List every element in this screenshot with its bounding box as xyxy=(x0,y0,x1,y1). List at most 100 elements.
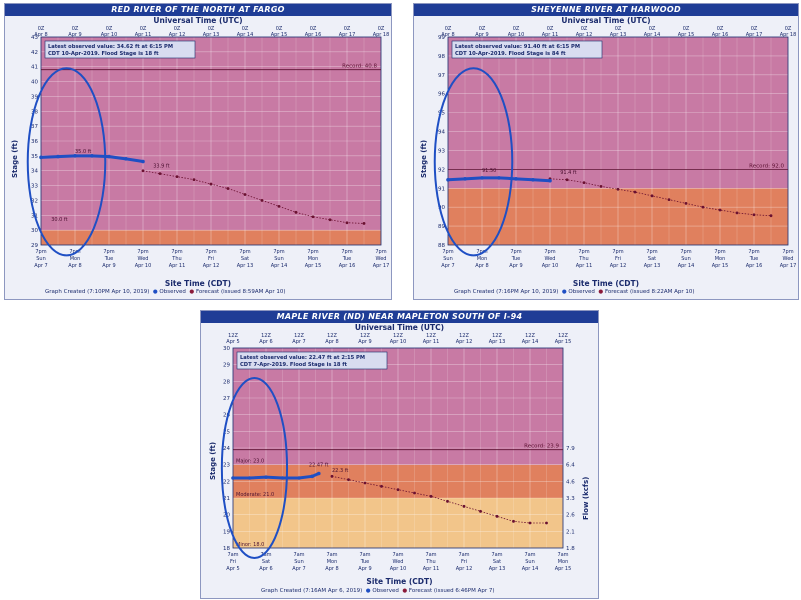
fargo-ytick-8: 37 xyxy=(31,124,38,130)
harwood-forecast-point-13 xyxy=(769,214,773,218)
harwood-chart-title: SHEYENNE RIVER AT HARWOOD xyxy=(414,4,798,16)
maple-observed-point-0 xyxy=(231,476,235,480)
maple-top-tick-9: 12Z xyxy=(525,333,535,339)
fargo-forecast-point-8 xyxy=(277,204,281,208)
fargo-top-tick-date-3: Apr 11 xyxy=(135,32,152,38)
fargo-top-tick-4: 0Z xyxy=(174,26,181,32)
fargo-ytick-0: 29 xyxy=(31,243,38,249)
harwood-bottom-tick-time-0: 7pm xyxy=(442,249,453,255)
maple-bottom-tick-day-9: Sun xyxy=(525,559,535,565)
harwood-forecast-line xyxy=(549,178,772,217)
maple-observed-point-4 xyxy=(297,476,301,480)
harwood-top-tick-7: 0Z xyxy=(683,26,690,32)
maple-forecast-point-3 xyxy=(380,484,383,488)
fargo-forecast-point-12 xyxy=(345,221,349,225)
fargo-legend-created: Graph Created (7:10PM Apr 10, 2019) xyxy=(45,289,150,295)
harwood-bottom-tick-day-1: Mon xyxy=(477,256,488,262)
fargo-bottom-tick-day-0: Sun xyxy=(36,256,46,262)
harwood-observed-point-0 xyxy=(446,177,450,182)
harwood-bottom-tick-day-3: Wed xyxy=(545,256,556,262)
maple-bottom-tick-date-5: Apr 10 xyxy=(390,566,407,572)
harwood-plot-frame xyxy=(447,36,789,246)
harwood-bottom-tick-day-2: Tue xyxy=(511,256,521,262)
maple-forecast-point-9 xyxy=(479,509,482,513)
maple-legend-observed: Observed xyxy=(372,588,399,594)
harwood-bottom-tick-day-9: Tue xyxy=(749,256,759,262)
harwood-top-tick-date-4: Apr 12 xyxy=(576,32,593,38)
harwood-forecast-point-6 xyxy=(650,194,654,198)
maple-forecast-point-10 xyxy=(495,514,499,518)
maple-bottom-tick-date-8: Apr 13 xyxy=(489,566,506,572)
maple-bottom-tick-time-0: 7am xyxy=(227,552,238,558)
fargo-forecast-point-0 xyxy=(141,169,145,173)
maple-bottom-tick-time-5: 7am xyxy=(392,552,403,558)
harwood-forecast-point-1 xyxy=(565,178,569,182)
harwood-annotation-1: 91.4 ft xyxy=(560,170,576,176)
maple-bottom-tick-date-4: Apr 9 xyxy=(358,566,371,572)
maple-top-tick-date-7: Apr 12 xyxy=(456,339,473,345)
maple-forecast-point-8 xyxy=(462,504,466,508)
harwood-forecast-point-10 xyxy=(718,208,722,212)
harwood-ytick-5: 93 xyxy=(438,148,445,154)
harwood-forecast-point-9 xyxy=(701,205,705,209)
maple-top-tick-3: 12Z xyxy=(327,333,337,339)
fargo-ytick-9: 38 xyxy=(31,109,38,115)
maple-bottom-tick-time-1: 7am xyxy=(260,552,271,558)
fargo-ytick-6: 35 xyxy=(31,154,38,160)
harwood-top-tick-date-7: Apr 15 xyxy=(678,32,695,38)
fargo-forecast-point-7 xyxy=(260,199,264,202)
harwood-top-tick-date-9: Apr 17 xyxy=(746,32,763,38)
maple-top-tick-date-6: Apr 11 xyxy=(423,339,440,345)
maple-forecast-line xyxy=(331,475,547,524)
maple-top-tick-10: 12Z xyxy=(558,333,568,339)
maple-top-tick-1: 12Z xyxy=(261,333,271,339)
harwood-bottom-tick-time-10: 7pm xyxy=(782,249,793,255)
fargo-top-tick-date-2: Apr 10 xyxy=(101,32,118,38)
maple-latest-box xyxy=(236,351,388,370)
fargo-bottom-tick-time-1: 7pm xyxy=(69,249,80,255)
maple-annotation-1: 22.3 ft xyxy=(332,468,348,474)
harwood-latest-line-1: Latest observed value: 91.40 ft at 6:15 … xyxy=(455,44,580,50)
fargo-ytick-14: 43 xyxy=(31,35,38,41)
harwood-observed-point-6 xyxy=(548,178,552,183)
harwood-top-tick-9: 0Z xyxy=(751,26,758,32)
maple-legend-created: Graph Created (7:16AM Apr 6, 2019) xyxy=(261,588,363,594)
fargo-bottom-tick-day-2: Tue xyxy=(104,256,114,262)
maple-bottom-tick-time-2: 7am xyxy=(293,552,304,558)
maple-bottom-tick-day-6: Thu xyxy=(425,559,435,565)
harwood-bottom-tick-time-3: 7pm xyxy=(544,249,555,255)
fargo-ytick-1: 30 xyxy=(31,228,38,234)
harwood-bottom-tick-date-9: Apr 16 xyxy=(746,263,763,269)
fargo-ytick-3: 32 xyxy=(31,198,38,204)
maple-observed-point-1 xyxy=(247,476,252,480)
fargo-top-tick-5: 0Z xyxy=(208,26,215,32)
maple-bottom-tick-time-7: 7am xyxy=(458,552,469,558)
fargo-top-tick-date-4: Apr 12 xyxy=(169,32,186,38)
fargo-ytick-12: 41 xyxy=(31,65,38,71)
maple-bottom-tick-time-8: 7am xyxy=(491,552,502,558)
fargo-bottom-tick-date-6: Apr 13 xyxy=(237,263,254,269)
fargo-forecast-point-3 xyxy=(192,178,196,182)
harwood-bottom-tick-date-6: Apr 13 xyxy=(644,263,661,269)
harwood-bottom-tick-date-0: Apr 7 xyxy=(441,263,454,269)
fargo-ytick-4: 33 xyxy=(31,184,38,190)
maple-bottom-tick-date-2: Apr 7 xyxy=(292,566,305,572)
maple-forecast-point-4 xyxy=(396,488,400,492)
maple-bottom-tick-time-3: 7am xyxy=(326,552,337,558)
maple-ytick-8: 26 xyxy=(223,413,230,419)
maple-y2tick-2: 2.6 xyxy=(566,513,575,519)
maple-band-label-0: Major: 23.0 xyxy=(236,459,264,465)
fargo-utc-axis-label: Universal Time (UTC) xyxy=(153,16,243,25)
fargo-ytick-7: 36 xyxy=(31,139,38,145)
harwood-ytick-9: 97 xyxy=(438,73,445,79)
maple-top-tick-5: 12Z xyxy=(393,333,403,339)
fargo-top-tick-date-8: Apr 16 xyxy=(305,32,322,38)
maple-band-label-2: Minor: 18.0 xyxy=(236,542,264,548)
fargo-forecast-point-4 xyxy=(209,182,213,186)
fargo-top-tick-8: 0Z xyxy=(310,26,317,32)
maple-latest-line-1: Latest observed value: 22.47 ft at 2:15 … xyxy=(240,355,365,361)
fargo-ytick-5: 34 xyxy=(31,169,38,175)
fargo-top-tick-0: 0Z xyxy=(38,26,45,32)
fargo-forecast-point-13 xyxy=(362,222,366,225)
harwood-top-tick-date-2: Apr 10 xyxy=(508,32,525,38)
